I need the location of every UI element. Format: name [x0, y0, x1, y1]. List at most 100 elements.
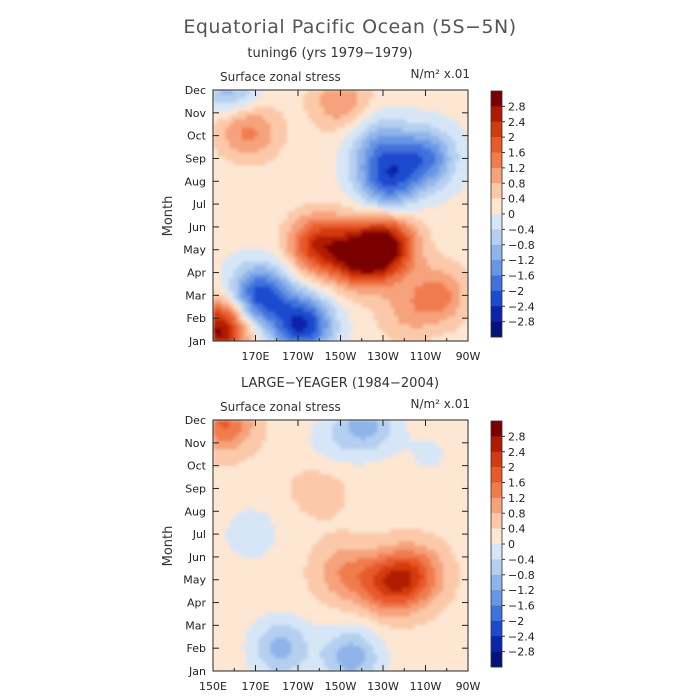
heatmap-cell — [319, 482, 325, 488]
heatmap-cell — [447, 466, 453, 471]
heatmap-cell — [303, 274, 309, 279]
heatmap-cell — [254, 148, 259, 154]
heatmap-cell — [402, 161, 407, 166]
heatmap-cell — [385, 278, 391, 284]
heatmap-cell — [398, 98, 403, 104]
heatmap-cell — [418, 219, 424, 225]
heatmap-cell — [315, 98, 321, 104]
heatmap-cell — [352, 428, 358, 434]
heatmap-cell — [381, 491, 387, 496]
heatmap-cell — [291, 315, 296, 321]
heatmap-cell — [439, 420, 444, 425]
heatmap-cell — [451, 282, 457, 288]
heatmap-cell — [435, 90, 440, 95]
heatmap-cell — [451, 432, 457, 438]
heatmap-cell — [217, 420, 222, 425]
heatmap-cell — [299, 320, 305, 325]
heatmap-cell — [324, 115, 329, 120]
heatmap-cell — [307, 474, 313, 480]
heatmap-cell — [365, 136, 370, 141]
heatmap-cell — [365, 294, 370, 300]
heatmap-cell — [344, 274, 350, 279]
heatmap-cell — [282, 232, 288, 238]
heatmap-cell — [426, 457, 432, 463]
heatmap-cell — [377, 186, 383, 191]
heatmap-cell — [344, 198, 350, 204]
heatmap-cell — [402, 257, 407, 263]
heatmap-cell — [315, 156, 321, 162]
heatmap-cell — [406, 144, 412, 150]
heatmap-cell — [225, 110, 231, 116]
heatmap-cell — [393, 215, 399, 221]
heatmap-cell — [443, 186, 449, 191]
heatmap-cell — [254, 140, 259, 145]
heatmap-cell — [262, 190, 268, 196]
heatmap-cell — [291, 127, 296, 133]
heatmap-cell — [295, 299, 300, 304]
heatmap-cell — [295, 127, 300, 133]
heatmap-cell — [319, 278, 325, 284]
heatmap-cell — [324, 324, 329, 330]
heatmap-cell — [295, 449, 300, 455]
heatmap-cell — [430, 102, 436, 108]
heatmap-cell — [274, 90, 280, 95]
heatmap-cell — [435, 478, 440, 484]
heatmap-cell — [340, 432, 346, 438]
heatmap-cell — [229, 140, 235, 145]
heatmap-cell — [287, 190, 292, 196]
heatmap-cell — [307, 307, 313, 313]
heatmap-cell — [258, 491, 263, 496]
heatmap-cell — [299, 236, 305, 242]
heatmap-cell — [299, 131, 305, 137]
heatmap-cell — [213, 173, 218, 179]
heatmap-cell — [459, 236, 465, 242]
heatmap-cell — [406, 123, 412, 129]
heatmap-cell — [336, 90, 342, 95]
heatmap-cell — [369, 94, 374, 99]
heatmap-cell — [229, 478, 235, 484]
heatmap-cell — [229, 282, 235, 288]
heatmap-cell — [369, 474, 374, 480]
heatmap-cell — [328, 269, 333, 275]
heatmap-cell — [463, 186, 468, 191]
heatmap-cell — [233, 269, 239, 275]
heatmap-cell — [307, 495, 313, 501]
heatmap-cell — [385, 424, 391, 429]
heatmap-cell — [377, 198, 383, 204]
heatmap-cell — [328, 190, 333, 196]
heatmap-cell — [352, 194, 358, 200]
heatmap-cell — [430, 261, 436, 267]
heatmap-cell — [369, 282, 374, 288]
heatmap-cell — [237, 265, 243, 271]
heatmap-cell — [217, 445, 222, 450]
heatmap-cell — [225, 127, 231, 133]
heatmap-cell — [262, 432, 268, 438]
heatmap-cell — [213, 290, 218, 296]
heatmap-cell — [274, 428, 280, 434]
heatmap-cell — [282, 269, 288, 275]
heatmap-cell — [398, 106, 403, 112]
heatmap-cell — [332, 428, 337, 434]
heatmap-cell — [426, 449, 432, 455]
heatmap-cell — [328, 219, 333, 225]
heatmap-cell — [443, 119, 449, 125]
heatmap-cell — [332, 440, 337, 446]
heatmap-cell — [389, 148, 395, 154]
heatmap-cell — [291, 148, 296, 154]
heatmap-cell — [381, 478, 387, 484]
heatmap-cell — [295, 194, 300, 200]
heatmap-cell — [303, 453, 309, 459]
heatmap-cell — [262, 466, 268, 471]
heatmap-cell — [254, 265, 259, 271]
heatmap-cell — [245, 102, 251, 108]
heatmap-cell — [213, 144, 218, 150]
heatmap-cell — [274, 278, 280, 284]
heatmap-cell — [348, 131, 354, 137]
heatmap-cell — [250, 265, 255, 271]
heatmap-cell — [303, 90, 309, 95]
heatmap-cell — [315, 482, 321, 488]
heatmap-cell — [233, 127, 239, 133]
heatmap-cell — [241, 299, 247, 304]
heatmap-cell — [414, 457, 420, 463]
heatmap-cell — [410, 445, 416, 450]
